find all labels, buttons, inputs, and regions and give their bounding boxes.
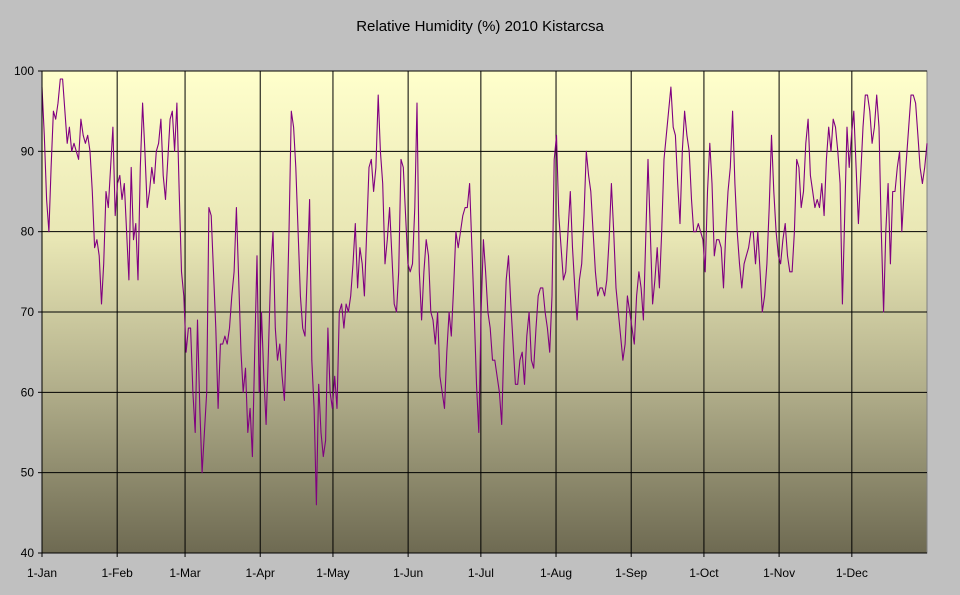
y-tick-label: 70 bbox=[21, 305, 35, 319]
x-tick-label: 1-Jan bbox=[27, 566, 57, 580]
x-axis-tick-labels: 1-Jan 1-Feb 1-Mar 1-Apr 1-May 1-Jun 1-Jul 1-Aug… bbox=[27, 566, 868, 580]
x-tick-label: 1-Jul bbox=[468, 566, 494, 580]
y-tick-label: 100 bbox=[14, 64, 34, 78]
x-tick-label: 1-Feb bbox=[101, 566, 133, 580]
x-tick-label: 1-Nov bbox=[763, 566, 795, 580]
x-tick-label: 1-Dec bbox=[836, 566, 868, 580]
y-tick-label: 40 bbox=[21, 546, 35, 560]
y-tick-label: 60 bbox=[21, 385, 35, 399]
x-tick-label: 1-Mar bbox=[169, 566, 200, 580]
y-tick-label: 80 bbox=[21, 225, 35, 239]
y-axis-tick-labels: 40 50 60 70 80 90 100 bbox=[14, 64, 34, 560]
x-tick-label: 1-Apr bbox=[246, 566, 275, 580]
y-tick-label: 90 bbox=[21, 144, 35, 158]
x-tick-label: 1-May bbox=[316, 566, 349, 580]
x-tick-label: 1-Sep bbox=[615, 566, 647, 580]
vertical-gridlines bbox=[41, 71, 853, 557]
x-tick-label: 1-Jun bbox=[393, 566, 423, 580]
chart-title: Relative Humidity (%) 2010 Kistarcsa bbox=[356, 18, 604, 35]
y-tick-label: 50 bbox=[21, 466, 35, 480]
series-line bbox=[41, 78, 928, 506]
x-tick-label: 1-Aug bbox=[540, 566, 572, 580]
x-tick-label: 1-Oct bbox=[689, 566, 719, 580]
humidity-series bbox=[41, 78, 928, 506]
